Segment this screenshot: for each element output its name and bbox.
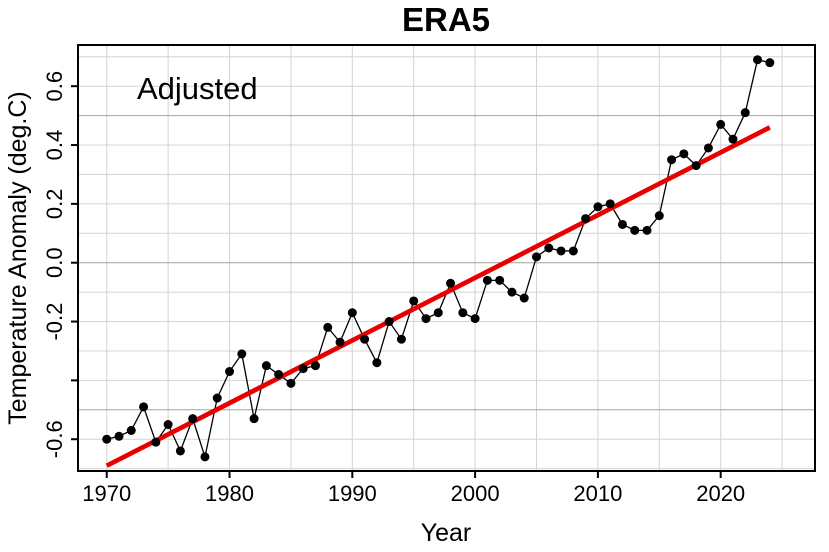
data-point: [102, 434, 112, 444]
data-point: [163, 420, 173, 430]
axes-layer: 1970 1980 1990 2000 2010 2020 0.6 0.4 0.2 0.0 -0.2…: [42, 71, 745, 506]
data-point: [519, 293, 529, 303]
data-point: [237, 349, 247, 359]
data-point: [544, 243, 554, 253]
data-point: [581, 214, 591, 224]
data-point: [126, 425, 136, 435]
data-point: [765, 58, 775, 68]
data-point: [495, 275, 505, 285]
data-point: [286, 378, 296, 388]
trend-line: [105, 125, 771, 468]
data-point: [274, 370, 284, 380]
data-point: [323, 322, 333, 332]
data-point: [654, 211, 664, 221]
data-point: [630, 225, 640, 235]
data-point: [249, 414, 259, 424]
data-point: [532, 252, 542, 262]
data-point: [446, 278, 456, 288]
data-point: [691, 161, 701, 171]
y-tick-label: 0.0: [42, 247, 67, 278]
data-point: [200, 452, 210, 462]
series-layer: [102, 55, 775, 468]
data-point: [261, 361, 271, 371]
data-point: [728, 134, 738, 144]
data-point: [753, 55, 763, 65]
data-point: [188, 414, 198, 424]
data-point: [225, 367, 235, 377]
y-tick-label: 0.4: [42, 130, 67, 161]
data-point: [605, 199, 615, 209]
x-tick-label: 1980: [205, 481, 254, 506]
y-tick-label: -0.6: [42, 420, 67, 458]
data-point: [347, 308, 357, 318]
anomaly-line: [106, 58, 770, 460]
data-point: [667, 155, 677, 165]
data-point: [372, 358, 382, 368]
data-point: [617, 219, 627, 229]
x-tick-label: 2020: [696, 481, 745, 506]
data-point: [396, 334, 406, 344]
annotation-adjusted: Adjusted: [137, 71, 258, 106]
chart-title: ERA5: [402, 1, 490, 38]
y-tick-label: 0.2: [42, 189, 67, 220]
data-point: [482, 275, 492, 285]
data-point: [568, 246, 578, 256]
x-tick-label: 2000: [451, 481, 500, 506]
data-point: [409, 296, 419, 306]
data-point: [593, 202, 603, 212]
data-point: [507, 287, 517, 297]
x-tick-label: 1990: [328, 481, 377, 506]
data-point: [114, 431, 124, 441]
x-tick-label: 2010: [573, 481, 622, 506]
x-axis-title: Year: [421, 519, 472, 547]
data-point: [642, 225, 652, 235]
data-point: [310, 361, 320, 371]
data-point: [298, 364, 308, 374]
data-point: [433, 308, 443, 318]
data-point: [470, 314, 480, 324]
x-tick-label: 1970: [82, 481, 131, 506]
y-tick-label: 0.6: [42, 71, 67, 102]
data-point: [175, 446, 185, 456]
data-point: [679, 149, 689, 159]
data-point: [716, 119, 726, 129]
data-point: [556, 246, 566, 256]
data-point: [335, 337, 345, 347]
data-point: [360, 334, 370, 344]
grid-layer: [78, 45, 815, 471]
data-point: [740, 108, 750, 118]
data-point: [458, 308, 468, 318]
plot-border: [77, 44, 816, 472]
data-point: [212, 393, 222, 403]
data-point: [703, 143, 713, 153]
data-point: [151, 437, 161, 447]
data-point: [139, 402, 149, 412]
y-axis-title: Temperature Anomaly (deg.C): [4, 91, 32, 424]
data-point: [421, 314, 431, 324]
data-point: [384, 317, 394, 327]
y-tick-label: -0.2: [42, 303, 67, 341]
